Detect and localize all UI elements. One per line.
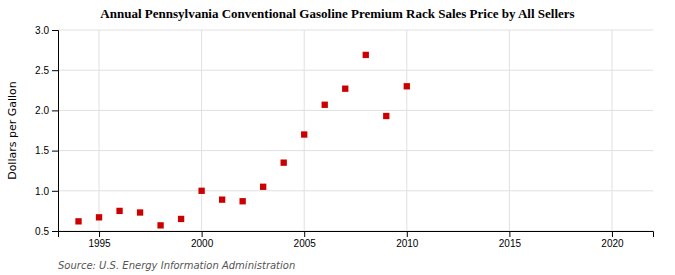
x-tick: 1995 xyxy=(88,231,111,249)
x-tick-label: 1995 xyxy=(88,238,111,249)
plot-area: 1995 2000 2005 2010 2015 2020 0.5 1.0 1.5 2.0 2.5 3… xyxy=(35,25,653,249)
y-tick: 0.5 xyxy=(35,226,58,237)
point xyxy=(342,86,348,92)
y-tick: 1.0 xyxy=(35,186,58,197)
point xyxy=(116,208,122,214)
y-tick-label: 2.0 xyxy=(35,105,49,116)
x-tick-mark xyxy=(99,231,100,237)
y-tick-mark xyxy=(52,231,58,232)
y-tick-label: 1.0 xyxy=(35,186,49,197)
x-tick-label: 2000 xyxy=(191,238,214,249)
y-tick-label: 3.0 xyxy=(35,25,49,36)
y-tick-label: 2.5 xyxy=(35,65,49,76)
point xyxy=(281,159,287,165)
points xyxy=(75,52,410,229)
point xyxy=(137,209,143,215)
x-tick-mark xyxy=(202,231,203,237)
grid-line-y xyxy=(58,110,653,111)
point xyxy=(75,218,81,224)
y-tick: 2.0 xyxy=(35,105,58,116)
y-tick-mark xyxy=(52,110,58,111)
grid-line-x xyxy=(99,30,100,231)
chart: 1995 2000 2005 2010 2015 2020 0.5 1.0 1.5 2.0 2.5 3… xyxy=(0,0,675,275)
grid-line-x xyxy=(509,30,510,231)
grid xyxy=(58,30,653,231)
y-axis: 0.5 1.0 1.5 2.0 2.5 3.0 xyxy=(35,25,58,237)
point xyxy=(383,113,389,119)
point xyxy=(322,102,328,108)
point xyxy=(363,52,369,58)
x-tick-label: 2005 xyxy=(294,238,317,249)
x-tick: 2005 xyxy=(294,231,317,249)
x-tick-mark xyxy=(304,231,305,237)
y-axis-title: Dollars per Gallon xyxy=(6,81,19,180)
y-tick-label: 0.5 xyxy=(35,226,49,237)
y-tick-label: 1.5 xyxy=(35,145,49,156)
grid-line-x xyxy=(611,30,612,231)
grid-line-y xyxy=(58,30,653,31)
y-tick: 3.0 xyxy=(35,25,58,36)
x-tick-mark xyxy=(407,231,408,237)
y-tick: 1.5 xyxy=(35,145,58,156)
x-tick-label: 2015 xyxy=(499,238,522,249)
grid-line-x xyxy=(201,30,202,231)
x-tick: 2020 xyxy=(601,231,624,249)
point xyxy=(219,196,225,202)
x-axis-line xyxy=(59,232,654,238)
x-tick: 2000 xyxy=(191,231,214,249)
y-tick-mark xyxy=(52,70,58,71)
title: Annual Pennsylvania Conventional Gasolin… xyxy=(100,6,574,21)
point xyxy=(96,214,102,220)
point xyxy=(157,222,163,228)
point xyxy=(260,184,266,190)
x-axis: 1995 2000 2005 2010 2015 2020 xyxy=(59,231,654,249)
y-tick-mark xyxy=(52,30,58,31)
x-tick-label: 2020 xyxy=(601,238,624,249)
y-tick-mark xyxy=(52,191,58,192)
x-tick-label: 2010 xyxy=(396,238,419,249)
x-tick-mark xyxy=(612,231,613,237)
y-tick: 2.5 xyxy=(35,65,58,76)
y-axis-line xyxy=(52,31,59,232)
point xyxy=(198,188,204,194)
point xyxy=(301,131,307,137)
point xyxy=(404,83,410,89)
point xyxy=(239,198,245,204)
grid-line-y xyxy=(58,150,653,151)
source: Source: U.S. Energy Information Administ… xyxy=(58,260,295,271)
x-tick-mark xyxy=(509,231,510,237)
grid-line-y xyxy=(58,70,653,71)
point xyxy=(178,216,184,222)
grid-line-x xyxy=(406,30,407,231)
x-tick: 2010 xyxy=(396,231,419,249)
grid-line-x xyxy=(304,30,305,231)
y-tick-mark xyxy=(52,151,58,152)
grid-line-y xyxy=(58,190,653,191)
x-tick: 2015 xyxy=(499,231,522,249)
